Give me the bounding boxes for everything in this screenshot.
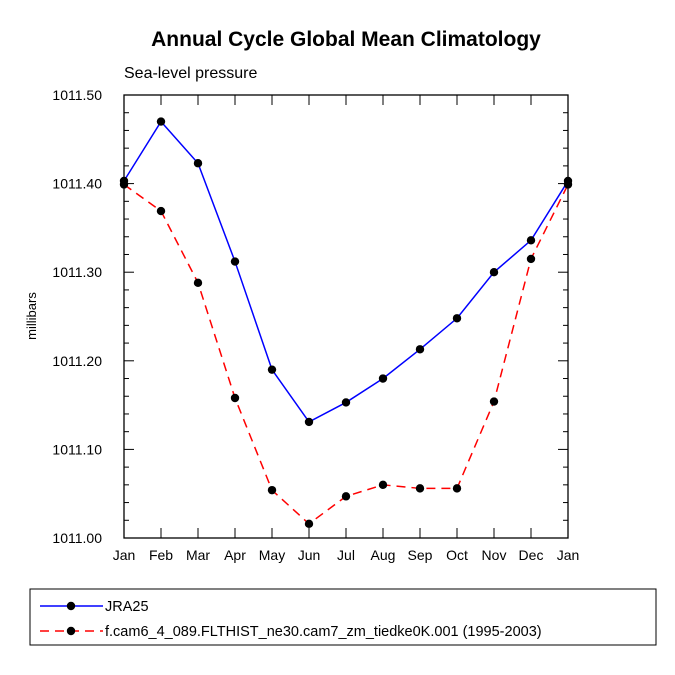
series-1-point <box>341 398 351 407</box>
y-tick-label: 1011.40 <box>52 176 102 192</box>
series-2-point <box>156 206 166 216</box>
chart-title: Annual Cycle Global Mean Climatology <box>151 28 541 51</box>
series-1-point <box>193 159 203 168</box>
y-tick-label: 1011.10 <box>52 441 102 457</box>
y-tick-label: 1011.20 <box>52 353 102 369</box>
x-tick-labels: Jan Feb Mar Apr May Jun Jul Aug Sep Oct Nov Dec Jan <box>113 547 580 563</box>
series-2-point <box>526 254 536 264</box>
legend-label-2: f.cam6_4_089.FLTHIST_ne30.cam7_zm_tiedke… <box>105 624 542 640</box>
x-tick-label: Apr <box>224 547 246 563</box>
series-2-point <box>452 484 462 493</box>
y-tick-labels: 1011.00 1011.10 1011.20 1011.30 1011.40 1011.… <box>52 87 102 546</box>
series-1-point <box>415 345 425 354</box>
chart-subtitle: Sea-level pressure <box>124 65 258 82</box>
series-2-point <box>341 492 351 501</box>
y-tick-label: 1011.50 <box>52 87 102 103</box>
axis-ticks <box>123 94 569 539</box>
series-2-point <box>267 485 277 495</box>
legend-marker-2 <box>66 626 76 636</box>
x-tick-label: Feb <box>149 547 173 563</box>
series-1-point <box>452 314 462 323</box>
series-2-point <box>193 278 203 288</box>
series-2-point <box>304 519 314 529</box>
legend-box <box>29 588 657 646</box>
series-1-point <box>230 257 240 266</box>
x-tick-label: Sep <box>408 547 433 563</box>
series-group <box>119 117 573 529</box>
series-1-point <box>526 236 536 245</box>
series-2-point <box>489 397 499 406</box>
x-tick-label: Jan <box>113 547 136 563</box>
series-line-2 <box>123 183 569 525</box>
series-1-point <box>378 374 388 383</box>
legend: JRA25 f.cam6_4_089.FLTHIST_ne30.cam7_zm_t… <box>40 599 542 640</box>
series-2-point <box>230 393 240 403</box>
x-tick-label: May <box>259 547 285 563</box>
series-1-point <box>304 417 314 427</box>
series-2-point <box>378 480 388 490</box>
plot-frame <box>123 94 569 539</box>
x-tick-label: Jul <box>337 547 355 563</box>
x-tick-label: Nov <box>482 547 507 563</box>
series-line-1 <box>123 120 569 423</box>
x-tick-label: Mar <box>186 547 210 563</box>
series-1-point <box>489 268 499 277</box>
x-tick-label: Jan <box>557 547 580 563</box>
x-tick-label: Jun <box>298 547 321 563</box>
x-tick-label: Aug <box>371 547 396 563</box>
y-tick-label: 1011.30 <box>52 264 102 280</box>
x-tick-label: Dec <box>519 547 544 563</box>
y-axis-label: millibars <box>24 292 39 340</box>
x-tick-label: Oct <box>446 547 468 563</box>
legend-label-1: JRA25 <box>105 599 149 615</box>
series-2-point <box>415 484 425 493</box>
y-tick-label: 1011.00 <box>52 530 102 546</box>
series-1-point <box>156 117 166 126</box>
legend-marker-1 <box>66 601 76 611</box>
series-1-point <box>267 365 277 374</box>
